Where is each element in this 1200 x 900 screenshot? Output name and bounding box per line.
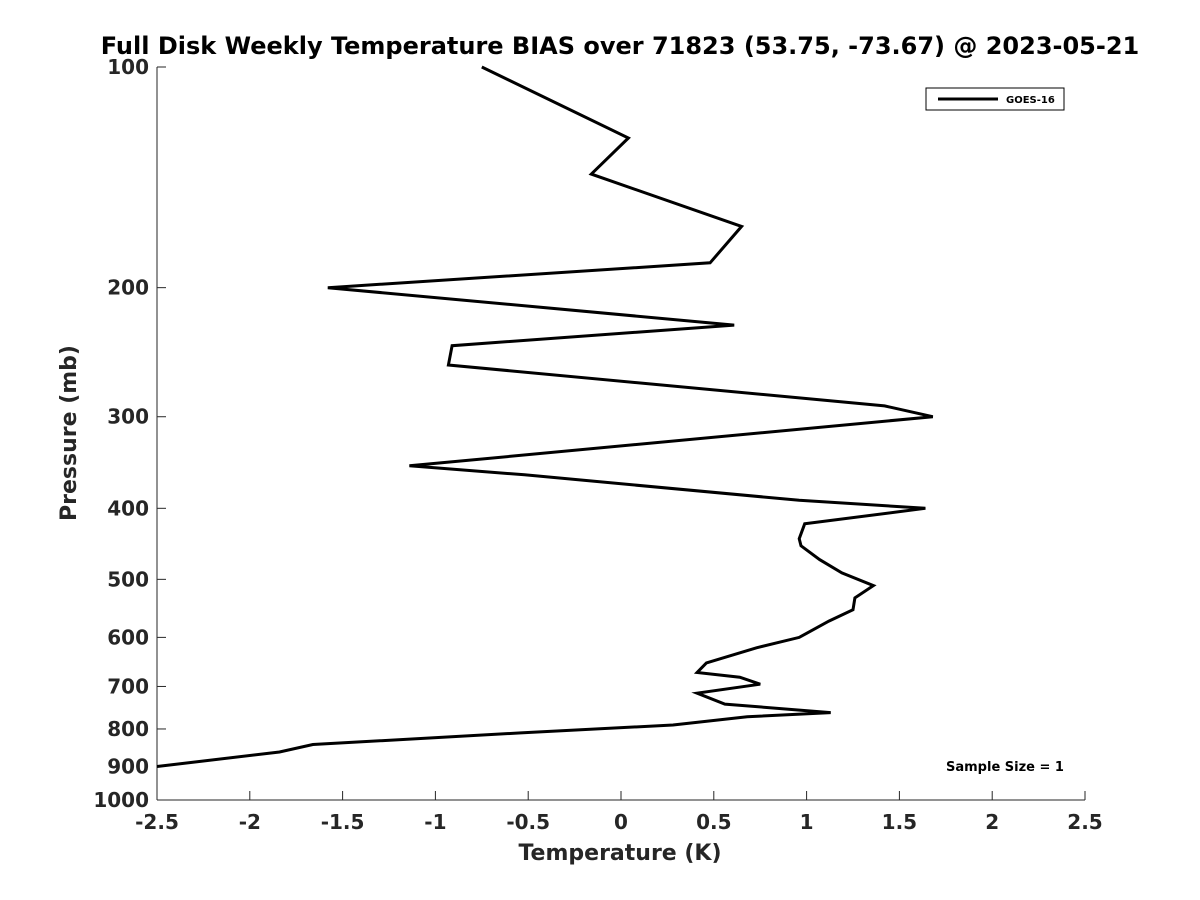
x-tick-label: -2.5: [135, 810, 179, 834]
y-tick-label: 100: [107, 55, 149, 79]
y-tick-label: 300: [107, 405, 149, 429]
legend: GOES-16: [925, 87, 1065, 111]
sample-size-annotation: Sample Size = 1: [946, 760, 1064, 775]
x-tick-label: -1: [424, 810, 446, 834]
x-tick-label: 0: [614, 810, 628, 834]
y-axis-label: Pressure (mb): [57, 345, 82, 521]
y-tick-label: 600: [107, 625, 149, 649]
y-tick-label: 700: [107, 674, 149, 698]
y-tick-label: 900: [107, 754, 149, 778]
x-tick-label: 1.5: [882, 810, 917, 834]
x-tick-label: 2: [985, 810, 999, 834]
legend-label-goes-16: GOES-16: [1006, 95, 1055, 106]
x-tick-label: -2: [239, 810, 261, 834]
x-tick-label: 1: [800, 810, 814, 834]
x-axis-label: Temperature (K): [518, 841, 721, 866]
y-tick-label: 400: [107, 496, 149, 520]
x-tick-label: 2.5: [1067, 810, 1102, 834]
y-tick-label: 500: [107, 567, 149, 591]
x-tick-label: 0.5: [696, 810, 731, 834]
plot-area: [156, 65, 934, 768]
y-tick-label: 800: [107, 717, 149, 741]
y-tick-label: 1000: [93, 788, 149, 812]
x-tick-label: -1.5: [321, 810, 365, 834]
axes-group: -2.5 -2 -1.5 -1 -0.5 0 0.5 1 1.5 2 2.5 100 200 300 400…: [93, 55, 1102, 834]
series-line-goes-16: [156, 65, 934, 768]
y-tick-label: 200: [107, 276, 149, 300]
chart-title: Full Disk Weekly Temperature BIAS over 7…: [101, 32, 1140, 60]
x-tick-label: -0.5: [506, 810, 550, 834]
